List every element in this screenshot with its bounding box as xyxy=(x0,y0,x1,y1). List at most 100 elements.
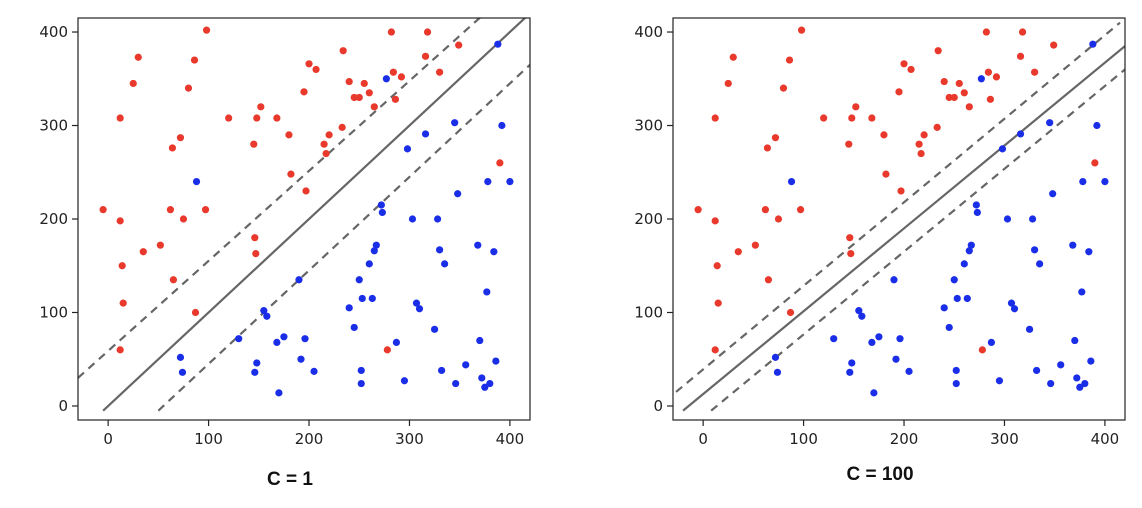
data-point-blue xyxy=(372,241,380,249)
data-point-red xyxy=(391,95,400,103)
data-point-red xyxy=(848,114,856,122)
data-point-blue xyxy=(952,366,960,375)
data-point-red xyxy=(300,88,308,96)
data-point-blue xyxy=(280,333,288,341)
data-point-red xyxy=(184,84,193,92)
data-point-blue xyxy=(868,338,876,347)
data-point-red xyxy=(257,103,265,111)
data-point-blue xyxy=(1073,374,1081,382)
data-point-blue xyxy=(1031,246,1039,254)
data-point-blue xyxy=(357,366,365,375)
data-point-blue xyxy=(358,294,366,303)
data-point-blue xyxy=(486,379,494,388)
data-point-red xyxy=(365,89,373,97)
data-point-blue xyxy=(370,247,378,255)
data-point-blue xyxy=(1069,241,1077,249)
x-tick-label: 400 xyxy=(1091,430,1120,448)
data-point-blue xyxy=(295,276,303,284)
data-point-red xyxy=(915,140,923,148)
data-point-red xyxy=(253,114,261,122)
data-point-red xyxy=(201,206,210,214)
data-point-blue xyxy=(905,367,913,375)
data-point-blue xyxy=(176,353,185,361)
margin-line-lower xyxy=(710,68,1125,412)
data-point-red xyxy=(273,114,281,122)
data-point-blue xyxy=(454,190,462,198)
x-tick-label: 0 xyxy=(698,430,708,448)
data-point-blue xyxy=(178,368,187,376)
data-point-red xyxy=(763,144,772,152)
data-point-red xyxy=(907,65,915,74)
data-point-red xyxy=(934,47,942,55)
data-point-red xyxy=(397,73,406,81)
data-point-red xyxy=(982,28,990,36)
x-tick-label: 300 xyxy=(395,430,424,448)
y-tick-label: 0 xyxy=(653,397,663,415)
data-point-red xyxy=(868,114,876,122)
data-point-red xyxy=(225,114,233,122)
data-point-red xyxy=(387,28,395,36)
data-point-blue xyxy=(1057,361,1065,369)
data-point-blue xyxy=(260,307,268,315)
data-point-red xyxy=(285,131,293,139)
data-point-red xyxy=(992,73,1001,81)
data-point-red xyxy=(116,114,124,122)
data-point-blue xyxy=(960,260,968,268)
data-point-blue xyxy=(965,247,973,255)
data-point-blue xyxy=(451,119,459,127)
data-point-red xyxy=(139,248,147,256)
data-point-red xyxy=(895,88,903,96)
data-point-red xyxy=(986,95,995,103)
data-point-red xyxy=(345,77,353,86)
data-point-blue xyxy=(973,208,981,217)
data-point-blue xyxy=(830,335,838,343)
data-point-red xyxy=(305,60,313,68)
data-point-blue xyxy=(273,338,281,347)
data-point-blue xyxy=(436,246,444,254)
data-point-blue xyxy=(1028,215,1037,223)
data-point-blue xyxy=(506,178,514,186)
data-point-red xyxy=(764,276,773,284)
data-point-blue xyxy=(368,294,376,303)
data-point-red xyxy=(383,346,391,354)
data-point-blue xyxy=(1049,190,1057,198)
data-point-red xyxy=(796,206,805,214)
data-point-red xyxy=(920,131,928,139)
data-point-red xyxy=(339,47,347,55)
data-point-red xyxy=(1018,28,1027,36)
data-point-blue xyxy=(1010,305,1019,313)
data-point-blue xyxy=(345,304,353,312)
data-point-red xyxy=(287,170,295,178)
data-point-blue xyxy=(875,333,883,341)
data-point-red xyxy=(950,93,958,102)
data-point-blue xyxy=(253,359,261,367)
x-tick-label: 100 xyxy=(789,430,818,448)
data-point-red xyxy=(694,206,702,214)
y-tick-label: 0 xyxy=(58,397,68,415)
data-point-blue xyxy=(945,323,953,332)
data-point-red xyxy=(325,131,333,139)
data-point-red xyxy=(179,215,188,223)
data-point-red xyxy=(729,53,737,61)
data-point-blue xyxy=(478,374,486,382)
data-point-red xyxy=(1016,52,1025,60)
data-point-red xyxy=(797,26,806,34)
data-point-blue xyxy=(1016,130,1025,138)
data-point-red xyxy=(168,144,177,152)
chart-panel-c1: 0 100 200 300 400 0 100 200 300 400 C = 1 xyxy=(39,17,531,490)
data-point-blue xyxy=(963,294,971,303)
data-point-blue xyxy=(1093,121,1101,130)
data-point-red xyxy=(960,89,968,97)
chart-caption: C = 1 xyxy=(267,469,313,490)
data-point-blue xyxy=(995,377,1004,385)
data-point-red xyxy=(202,26,211,34)
y-tick-label: 300 xyxy=(39,117,68,135)
data-point-red xyxy=(320,140,328,148)
data-point-blue xyxy=(1085,248,1093,256)
data-point-red xyxy=(1031,68,1039,76)
data-point-blue xyxy=(408,215,417,223)
y-tick-label: 200 xyxy=(634,210,663,228)
decision-boundary-line xyxy=(682,45,1125,412)
data-point-red xyxy=(900,60,908,68)
data-point-red xyxy=(176,134,185,142)
